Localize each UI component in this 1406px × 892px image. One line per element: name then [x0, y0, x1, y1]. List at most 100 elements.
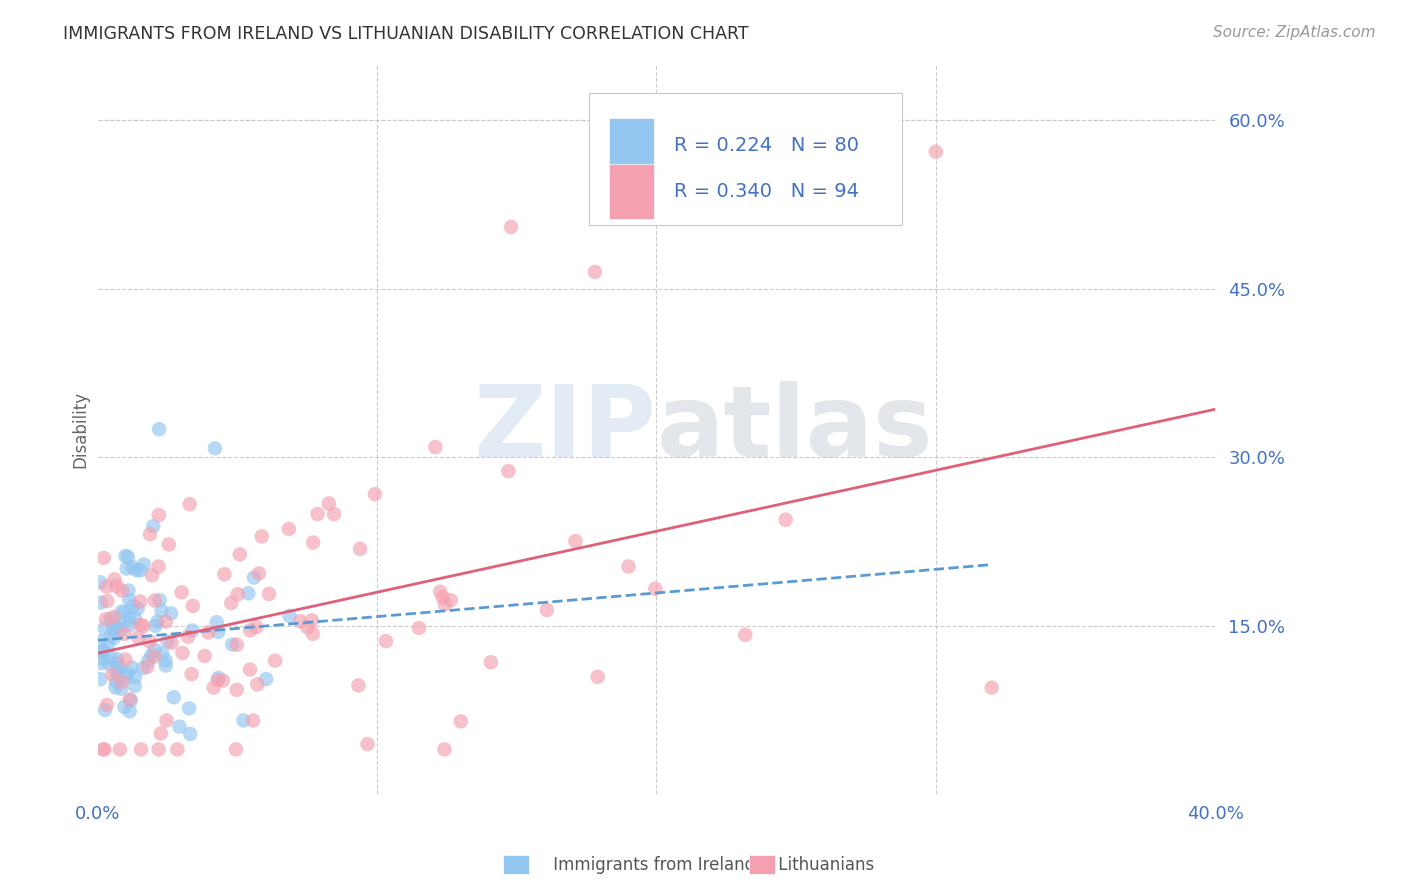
Point [100, 612, 122, 626]
Point [155, 714, 177, 728]
Point [143, 593, 166, 607]
Point [118, 692, 141, 706]
Point [103, 623, 125, 637]
Point [111, 675, 134, 690]
Point [96, 594, 118, 608]
Point [318, 496, 340, 510]
Point [170, 585, 193, 599]
Point [100, 629, 122, 643]
Point [124, 670, 146, 684]
Point [108, 742, 131, 756]
Point [277, 522, 299, 536]
Point [94, 703, 117, 717]
Point [149, 726, 172, 740]
Point [302, 535, 325, 549]
Point [132, 619, 155, 633]
Y-axis label: Disability: Disability [72, 391, 89, 467]
Point [214, 567, 236, 582]
Point [166, 742, 188, 756]
Point [120, 617, 142, 632]
Point [155, 653, 177, 667]
Point [120, 693, 142, 707]
Point [247, 566, 270, 581]
Point [114, 670, 136, 684]
Point [148, 559, 170, 574]
Point [103, 610, 125, 624]
Point [105, 674, 128, 689]
Point [129, 563, 152, 577]
FancyBboxPatch shape [609, 164, 654, 219]
Point [93, 551, 115, 566]
Point [364, 487, 387, 501]
Point [143, 619, 166, 633]
Point [734, 628, 756, 642]
Point [307, 507, 329, 521]
Text: ZIP: ZIP [474, 381, 657, 478]
Point [110, 681, 132, 696]
Point [225, 638, 247, 652]
Point [94, 612, 117, 626]
Point [101, 667, 124, 681]
Point [141, 568, 163, 582]
Point [112, 627, 135, 641]
Point [136, 654, 159, 668]
Point [121, 660, 143, 674]
Point [221, 638, 243, 652]
Point [118, 612, 141, 626]
Point [211, 673, 233, 688]
Point [225, 742, 247, 756]
Point [181, 599, 204, 613]
Point [232, 714, 254, 728]
Point [117, 583, 139, 598]
Point [177, 630, 200, 644]
Point [160, 607, 183, 621]
Point [246, 677, 269, 691]
Point [93, 622, 115, 636]
Point [163, 690, 186, 705]
Point [114, 605, 136, 619]
Point [110, 618, 132, 632]
Point [118, 593, 141, 607]
Point [290, 614, 312, 628]
Point [150, 604, 173, 618]
FancyBboxPatch shape [609, 119, 654, 173]
Point [105, 652, 128, 666]
Point [181, 624, 204, 638]
Point [425, 440, 447, 454]
Point [160, 636, 183, 650]
Point [117, 550, 139, 565]
Point [433, 597, 456, 611]
Point [141, 648, 163, 663]
Point [501, 219, 523, 234]
Point [127, 631, 149, 645]
Point [242, 714, 264, 728]
Text: Lithuanians: Lithuanians [752, 856, 875, 874]
Point [564, 534, 586, 549]
Point [143, 649, 166, 664]
Point [204, 442, 226, 456]
Point [169, 720, 191, 734]
Point [98, 657, 121, 671]
Point [129, 742, 152, 756]
Point [205, 615, 228, 630]
Point [111, 605, 134, 619]
Point [229, 548, 252, 562]
Point [433, 742, 456, 756]
Point [172, 646, 194, 660]
Point [108, 661, 131, 675]
Point [408, 621, 430, 635]
Point [980, 681, 1002, 695]
Point [264, 654, 287, 668]
Point [238, 586, 260, 600]
Point [239, 624, 262, 638]
Point [93, 742, 115, 756]
Point [89, 672, 111, 686]
Point [207, 624, 229, 639]
Point [617, 559, 640, 574]
Point [207, 671, 229, 685]
Point [89, 634, 111, 648]
Text: R = 0.340   N = 94: R = 0.340 N = 94 [675, 182, 859, 202]
Point [148, 508, 170, 522]
Point [105, 579, 128, 593]
Point [105, 657, 128, 671]
